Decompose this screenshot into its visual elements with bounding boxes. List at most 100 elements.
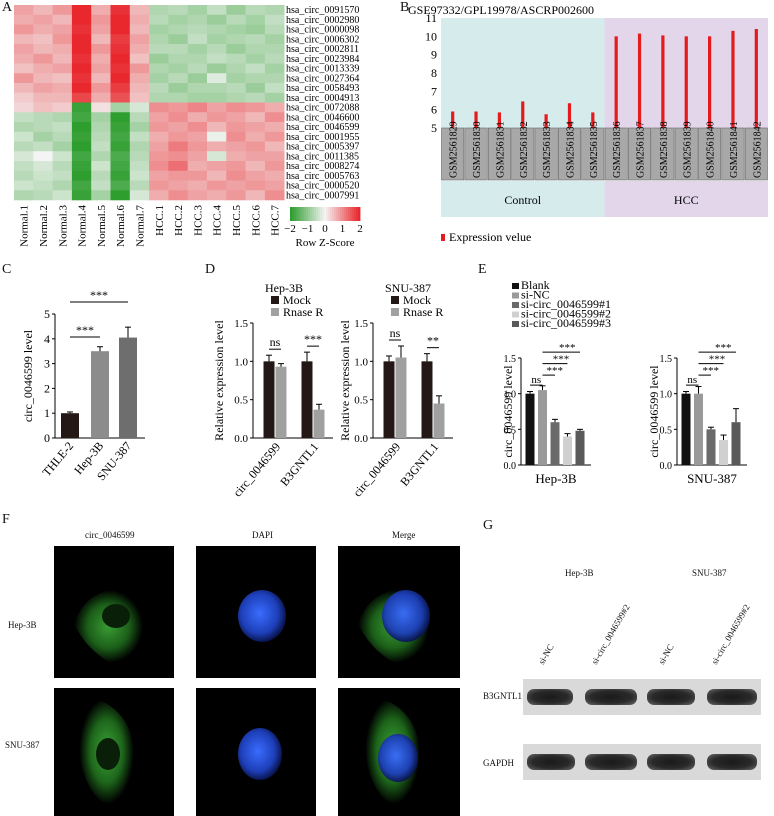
sample-label: GSM2561829 — [449, 121, 460, 178]
heatmap-cell — [129, 53, 150, 64]
heatmap-cell — [264, 190, 285, 201]
sample-label-box — [628, 127, 652, 181]
bar — [731, 422, 741, 465]
sample-label-box — [534, 127, 558, 181]
heatmap-cell — [71, 92, 92, 103]
heatmap-column-label: HCC.6 — [250, 205, 262, 236]
heatmap-cell — [226, 83, 246, 94]
heatmap-legend-swatch — [358, 207, 361, 221]
heatmap-column-label: Normal.5 — [96, 205, 108, 247]
heatmap-cell — [207, 92, 227, 103]
heatmap-cell — [33, 190, 53, 201]
y-tick-label: 1.5 — [504, 354, 517, 365]
heatmap-cell — [168, 190, 188, 201]
heatmap-column-label: HCC.2 — [173, 205, 185, 236]
significance-label: *** — [304, 332, 322, 346]
heatmap-cell — [91, 63, 111, 74]
heatmap-cell — [52, 131, 73, 142]
heatmap-row-label: hsa_circ_0007991 — [286, 190, 359, 201]
heatmap-cell — [168, 180, 188, 191]
heatmap-cell — [149, 112, 169, 123]
legend-swatch — [271, 296, 279, 304]
heatmap-legend-swatch — [352, 207, 355, 221]
heatmap-cell — [168, 141, 188, 152]
heatmap-cell — [110, 24, 131, 35]
heatmap-cell — [33, 92, 53, 103]
heatmap-legend-swatch — [322, 207, 325, 221]
x-tick-label: B3GNTL1 — [397, 440, 441, 489]
heatmap-cell — [245, 141, 266, 152]
heatmap-cell — [207, 83, 227, 94]
bar — [563, 436, 572, 465]
heatmap-cell — [91, 180, 111, 191]
panel-letter-c: C — [2, 262, 12, 277]
sample-label: GSM2561836 — [612, 121, 623, 178]
sample-label-box — [744, 127, 768, 181]
heatmap-cell — [187, 73, 208, 84]
heatmap-cell — [71, 73, 92, 84]
heatmap-cell — [226, 63, 246, 74]
panel-letter-a: A — [2, 0, 13, 15]
heatmap-cell — [33, 141, 53, 152]
heatmap-legend-swatch — [318, 207, 321, 221]
heatmap-legend-tick: −1 — [302, 223, 314, 235]
heatmap-cell — [14, 141, 34, 152]
heatmap-cell — [91, 14, 111, 25]
heatmap-cell — [168, 131, 188, 142]
knockdown-bar-chart-panel: Blanksi-NCsi-circ_0046599#1si-circ_00465… — [501, 278, 747, 486]
heatmap-cell — [91, 53, 111, 64]
sample-label-box — [721, 127, 745, 181]
heatmap-cell — [129, 112, 150, 123]
heatmap-cell — [110, 190, 131, 201]
heatmap-cell — [245, 112, 266, 123]
wb-band — [707, 689, 757, 705]
heatmap-cell — [245, 34, 266, 45]
heatmap-cell — [52, 161, 73, 172]
y-tick-label: 8 — [431, 66, 437, 80]
legend-label: si-circ_0046599#2 — [521, 307, 611, 321]
significance-label: *** — [90, 288, 108, 302]
bar — [575, 430, 585, 465]
heatmap-legend-swatch — [346, 207, 349, 221]
heatmap-legend-swatch — [302, 207, 305, 221]
panel-letter-f: F — [2, 512, 10, 527]
bar — [301, 361, 313, 438]
heatmap-cell — [149, 24, 169, 35]
heatmap-legend-swatch — [342, 207, 345, 221]
sample-label: GSM2561837 — [636, 121, 647, 178]
y-tick-label: 3 — [44, 357, 50, 371]
heatmap-cell — [91, 34, 111, 45]
bar — [681, 393, 691, 465]
y-tick-label: 1.5 — [234, 318, 248, 330]
sample-label: GSM2561830 — [472, 121, 483, 178]
bar — [694, 393, 703, 465]
heatmap-legend-swatch — [310, 207, 313, 221]
legend-label: Expression velue — [449, 230, 531, 244]
heatmap-cell — [33, 122, 53, 133]
significance-label: *** — [76, 323, 94, 337]
wb-lane-label: si-NC — [536, 642, 556, 666]
heatmap-cell — [14, 34, 34, 45]
heatmap-cell — [71, 141, 92, 152]
significance-label: ns — [531, 374, 541, 386]
heatmap-cell — [71, 5, 92, 16]
heatmap-cell — [91, 190, 111, 201]
heatmap-cell — [110, 141, 131, 152]
expression-bar — [684, 36, 688, 129]
x-tick-label: circ_0046599 — [230, 440, 283, 500]
y-tick-label: 0.0 — [354, 433, 368, 445]
sample-label-box — [651, 127, 675, 181]
significance-label: *** — [715, 342, 732, 354]
sample-label-box — [557, 127, 581, 181]
heatmap-legend-swatch — [348, 207, 351, 221]
heatmap-cell — [207, 5, 227, 16]
heatmap-legend-swatch — [320, 207, 323, 221]
heatmap-cell — [207, 170, 227, 181]
heatmap-cell — [226, 5, 246, 16]
heatmap-cell — [168, 161, 188, 172]
heatmap-cell — [52, 24, 73, 35]
heatmap-cell — [149, 190, 169, 201]
heatmap-cell — [52, 5, 73, 16]
